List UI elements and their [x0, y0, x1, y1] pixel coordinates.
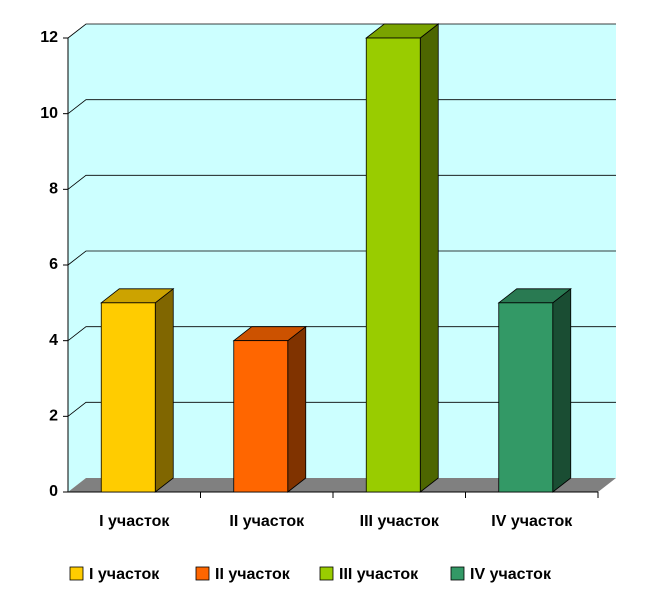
legend-label: III участок [339, 566, 419, 583]
legend-label: IV участок [470, 566, 552, 583]
bar [233, 340, 289, 493]
legend-swatch [69, 566, 84, 581]
bar-side [552, 288, 572, 493]
legend-swatch [319, 566, 334, 581]
grid-line [67, 23, 616, 39]
x-tick-label: IV участок [491, 513, 573, 530]
y-tick-label: 8 [49, 181, 58, 198]
y-tick-label: 6 [49, 256, 58, 273]
y-tick-label: 4 [49, 332, 58, 349]
y-tick-label: 12 [40, 29, 58, 46]
x-tick-label: I участок [99, 513, 170, 530]
y-tick-label: 10 [40, 105, 58, 122]
legend-swatch [450, 566, 465, 581]
y-tick-label: 0 [49, 483, 58, 500]
legend-label: II участок [215, 566, 291, 583]
grid-line [67, 326, 616, 341]
grid-line [67, 174, 616, 190]
bar-side [419, 23, 439, 493]
bar [100, 302, 156, 493]
bar [365, 37, 421, 493]
bar-side [287, 325, 307, 493]
grid-line [67, 401, 616, 417]
x-tick-label: II участок [229, 513, 305, 530]
y-tick-label: 2 [49, 408, 58, 425]
grid-line [67, 250, 616, 266]
grid-line [67, 99, 616, 114]
legend-swatch [195, 566, 210, 581]
bar [498, 302, 554, 493]
floor [68, 478, 616, 492]
bar-side [154, 288, 174, 493]
legend-label: I участок [89, 566, 160, 583]
x-tick-label: III участок [360, 513, 440, 530]
